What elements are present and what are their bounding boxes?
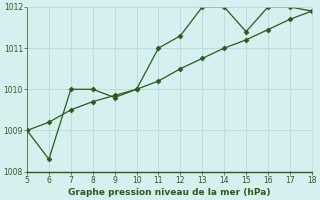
- X-axis label: Graphe pression niveau de la mer (hPa): Graphe pression niveau de la mer (hPa): [68, 188, 271, 197]
